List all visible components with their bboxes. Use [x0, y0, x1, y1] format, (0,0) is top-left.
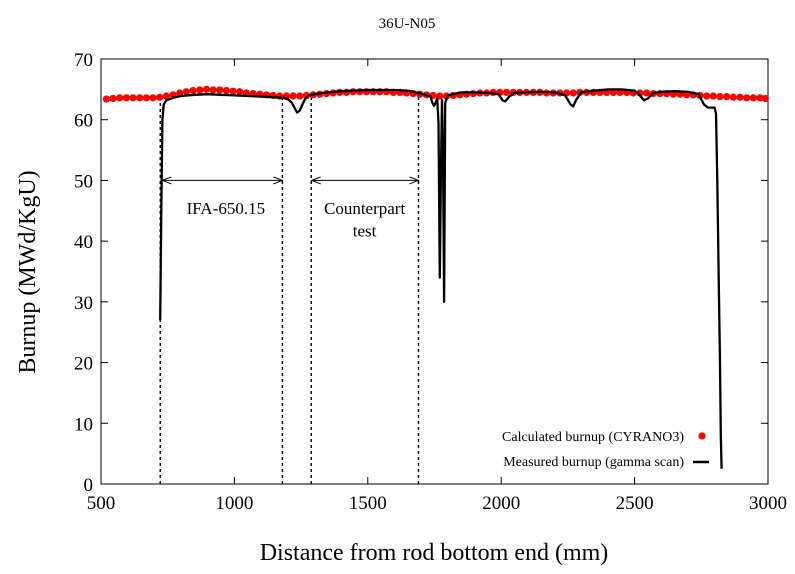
- calculated-point: [289, 92, 297, 100]
- calculated-point: [296, 92, 304, 100]
- arrow-head: [409, 176, 420, 185]
- calculated-point: [729, 93, 737, 101]
- y-tick-label: 20: [74, 354, 93, 375]
- calculated-point: [162, 92, 170, 100]
- axis-ticks: 500 1000 1500 2000 2500 3000 0 10 20 30 40 50 60 70: [74, 50, 787, 514]
- calculated-point: [709, 92, 717, 100]
- x-tick-label: 3000: [749, 493, 787, 514]
- calculated-point: [182, 88, 190, 96]
- y-tick-label: 40: [74, 232, 93, 253]
- calculated-point: [189, 86, 197, 95]
- measured-burnup-series: [159, 88, 723, 469]
- calculated-point: [502, 88, 511, 96]
- legend: Calculated burnup (CYRANO3) Measured bur…: [502, 430, 709, 470]
- y-tick-label: 60: [74, 111, 93, 132]
- legend-label-calculated: Calculated burnup (CYRANO3): [502, 430, 684, 445]
- calculated-point: [469, 90, 477, 98]
- region-dividers: [159, 95, 420, 484]
- y-tick-label: 30: [74, 293, 93, 314]
- calculated-point: [176, 89, 184, 97]
- annotation-counterpart: Counterpart: [324, 199, 405, 218]
- calculated-point: [609, 88, 617, 96]
- calculated-point: [209, 86, 217, 94]
- calculated-point: [129, 94, 137, 102]
- region-arrows: [160, 176, 420, 185]
- calculated-point: [756, 94, 764, 102]
- x-tick-label: 2500: [616, 493, 654, 514]
- calculated-point: [723, 93, 731, 101]
- calculated-point: [109, 94, 117, 103]
- x-axis-label: Distance from rod bottom end (mm): [260, 540, 609, 566]
- legend-label-measured: Measured burnup (gamma scan): [503, 455, 684, 470]
- x-tick-label: 1000: [215, 493, 253, 514]
- calculated-point: [643, 89, 651, 97]
- x-tick-label: 500: [87, 493, 116, 514]
- calculated-point: [749, 94, 757, 102]
- calculated-point: [202, 85, 210, 93]
- calculated-point: [229, 87, 237, 95]
- arrow-head: [310, 176, 321, 185]
- legend-marker-calculated: [698, 432, 706, 440]
- calculated-point: [703, 92, 711, 100]
- calculated-point: [122, 94, 130, 102]
- x-tick-label: 2000: [482, 493, 520, 514]
- chart-title: 36U-N05: [379, 16, 436, 32]
- calculated-point: [149, 94, 157, 102]
- calculated-point: [716, 93, 724, 101]
- measured-line: [159, 88, 723, 469]
- calculated-point: [761, 94, 769, 103]
- y-tick-label: 70: [74, 50, 93, 71]
- y-tick-label: 10: [74, 414, 93, 435]
- calculated-point: [156, 93, 164, 101]
- y-axis-label: Burnup (MWd/KgU): [15, 170, 41, 373]
- calculated-point: [743, 94, 751, 102]
- calculated-point: [196, 86, 204, 94]
- calculated-point: [736, 93, 744, 101]
- calculated-point: [222, 86, 230, 95]
- plot-frame: [100, 58, 769, 485]
- calculated-point: [236, 88, 244, 96]
- arrow-head: [273, 176, 284, 185]
- y-tick-label: 0: [84, 475, 94, 496]
- calculated-point: [142, 94, 150, 102]
- calculated-point: [116, 94, 124, 102]
- annotation-ifa: IFA-650.15: [187, 199, 266, 218]
- calculated-point: [216, 86, 224, 94]
- x-tick-label: 1500: [349, 493, 387, 514]
- annotation-test: test: [353, 221, 377, 240]
- calculated-point: [102, 95, 110, 103]
- calculated-point: [136, 94, 144, 102]
- y-tick-label: 50: [74, 171, 93, 192]
- calculated-point: [569, 89, 577, 97]
